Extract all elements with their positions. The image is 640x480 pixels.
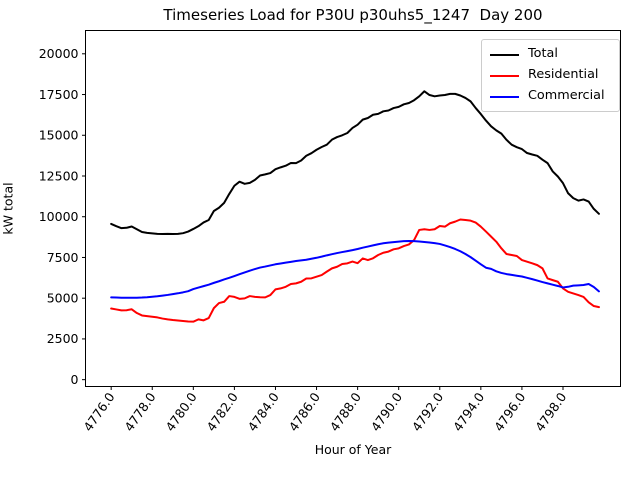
svg-text:4798.0: 4798.0: [532, 390, 569, 434]
legend-line-total-icon: [490, 53, 519, 56]
svg-text:4786.0: 4786.0: [286, 390, 323, 434]
legend: Total Residential Commercial: [481, 39, 620, 112]
svg-text:4796.0: 4796.0: [491, 390, 528, 434]
svg-text:4788.0: 4788.0: [327, 390, 364, 434]
legend-item-commercial: Commercial: [490, 86, 611, 107]
legend-label-commercial: Commercial: [528, 88, 605, 104]
svg-text:2500: 2500: [47, 331, 79, 346]
x-axis-label: Hour of Year: [314, 442, 392, 457]
svg-text:4794.0: 4794.0: [450, 390, 487, 434]
legend-line-residential-icon: [490, 74, 519, 77]
svg-text:4778.0: 4778.0: [121, 390, 158, 434]
legend-item-total: Total: [490, 44, 611, 65]
svg-text:4784.0: 4784.0: [245, 390, 282, 434]
svg-text:10000: 10000: [39, 209, 79, 224]
svg-text:12500: 12500: [39, 168, 79, 183]
legend-label-residential: Residential: [528, 67, 599, 83]
svg-text:0: 0: [71, 372, 79, 387]
svg-text:4776.0: 4776.0: [80, 390, 117, 434]
svg-text:4792.0: 4792.0: [409, 390, 446, 434]
svg-text:5000: 5000: [47, 290, 79, 305]
legend-label-total: Total: [528, 46, 558, 62]
y-axis-label: kW total: [0, 182, 16, 235]
chart-title: Timeseries Load for P30U p30uhs5_1247 Da…: [163, 6, 543, 24]
svg-text:7500: 7500: [47, 250, 79, 265]
svg-text:4790.0: 4790.0: [368, 390, 405, 434]
svg-text:17500: 17500: [39, 87, 79, 102]
svg-text:20000: 20000: [39, 46, 79, 61]
svg-text:4782.0: 4782.0: [203, 390, 240, 434]
legend-item-residential: Residential: [490, 65, 611, 86]
svg-text:4780.0: 4780.0: [162, 390, 199, 434]
svg-text:15000: 15000: [39, 128, 79, 143]
legend-line-commercial-icon: [490, 95, 519, 98]
